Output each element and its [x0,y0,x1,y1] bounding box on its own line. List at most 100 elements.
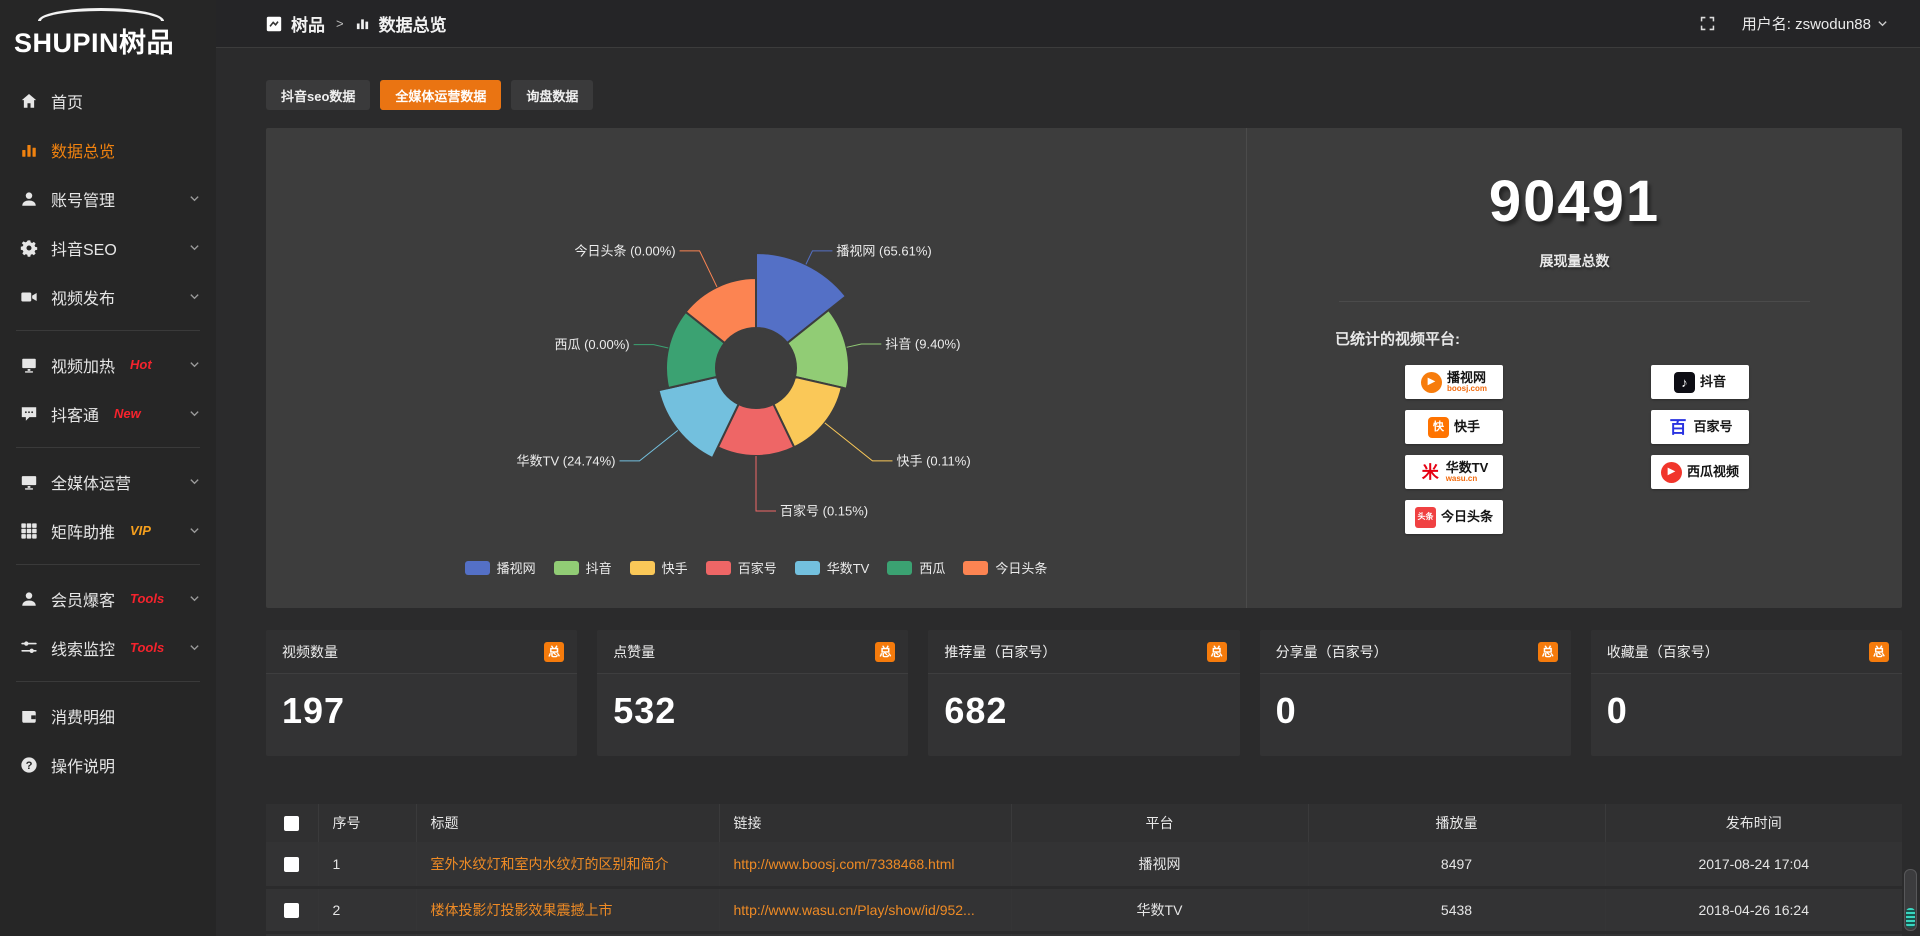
scrollbar-thumb[interactable] [1906,908,1915,928]
sidebar-item-15[interactable]: 消费明细 [0,691,216,740]
header-checkbox-cell [266,804,319,842]
legend-swatch [794,560,820,575]
sidebar-item-badge: New [114,406,141,421]
wallet-icon [20,707,38,725]
breadcrumb-root[interactable]: 树品 [291,16,325,35]
column-header-5: 发布时间 [1605,804,1902,842]
legend-item-3[interactable]: 百家号 [705,558,777,577]
cell-link[interactable]: http://www.boosj.com/7338468.html [719,842,1012,889]
breadcrumb-app-icon [266,16,282,31]
user-menu[interactable]: 用户名: zswodun88 [1742,13,1888,34]
brand-logo: SHUPIN树品 [0,0,216,64]
rose-pie-chart: 播视网 (65.61%) 抖音 (9.40%) 快手 (0.11%) 百家号 (0.1… [517,243,971,519]
pie-slice-4[interactable] [657,375,740,460]
breadcrumb: 树品 > 数据总览 [266,11,447,36]
sidebar-item-16[interactable]: ? 操作说明 [0,740,216,789]
column-header-0: 序号 [318,804,417,842]
sidebar-item-1[interactable]: 数据总览 [0,125,216,174]
stat-card-header: 收藏量（百家号） 总 [1590,630,1902,674]
wasu-logo-icon: 米 [1419,461,1441,483]
user-icon [20,190,38,208]
sidebar-item-6[interactable]: 视频加热 Hot [0,340,216,389]
grid-icon [20,522,38,540]
tab-0[interactable]: 抖音seo数据 [266,80,371,110]
chat-icon [20,405,38,423]
sidebar-item-12[interactable]: 会员爆客 Tools [0,574,216,623]
legend-item-2[interactable]: 快手 [629,558,688,577]
stat-card-4: 收藏量（百家号） 总 0 [1590,630,1902,756]
legend-item-6[interactable]: 今日头条 [963,558,1047,577]
user-icon [20,590,38,608]
platform-badge-toutiao: 头条 今日头条 [1405,500,1503,534]
scrollbar[interactable] [1904,869,1917,931]
sidebar-item-label: 视频发布 [51,290,116,308]
sidebar-item-label: 操作说明 [51,758,116,776]
gear-icon [20,239,38,257]
legend-item-5[interactable]: 西瓜 [887,558,945,577]
legend-item-0[interactable]: 播视网 [464,558,536,577]
total-badge: 总 [544,641,565,662]
sidebar-item-4[interactable]: 视频发布 [0,272,216,321]
platform-badge-baijia: 百百家号 [1651,410,1749,444]
sidebar-item-label: 消费明细 [51,709,116,727]
sidebar-item-2[interactable]: 账号管理 [0,174,216,223]
select-all-checkbox[interactable] [284,816,300,832]
cell-no: 2 [318,887,417,934]
stat-cards-row: 视频数量总 197 点赞量总 532 推荐量（百家号）总 682 分享量（百家号）总 0 收藏量… [266,630,1902,756]
platform-subtext: boosj.com [1446,383,1487,393]
stat-card-value: 0 [1606,690,1628,731]
svg-text:?: ? [26,759,33,771]
sidebar-item-10[interactable]: 矩阵助推 VIP [0,506,216,555]
platform-name: 华数TV [1445,459,1489,475]
sidebar-item-badge: Tools [130,591,165,606]
impressions-total-label: 展现量总数 [1539,253,1610,269]
sidebar-item-badge: Tools [130,640,165,655]
platform-badge-text: 西瓜视频 [1687,465,1739,479]
empty-cell [1011,932,1309,936]
sidebar-item-label: 抖客通 [51,407,100,425]
sidebar-item-label: 视频加热 [51,358,116,376]
stat-card-label: 点赞量 [613,643,656,660]
sidebar-item-label: 账号管理 [51,192,116,210]
tab-2[interactable]: 询盘数据 [511,80,594,110]
sidebar: SHUPIN树品 首页 数据总览账号管理抖音SEO 视频发布视频加热 Hot 抖客通 Ne… [0,0,216,936]
platform-name: 播视网 [1446,369,1486,385]
fullscreen-icon[interactable] [1699,15,1716,32]
cell-link[interactable]: http://www.wasu.cn/Play/show/id/952... [719,887,1012,934]
chevron-down-icon [189,359,200,370]
sidebar-item-13[interactable]: 线索监控 Tools [0,623,216,672]
bar-chart-icon [356,19,368,30]
legend-item-1[interactable]: 抖音 [553,558,612,577]
chevron-down-icon [189,476,200,487]
row-checkbox[interactable] [284,857,300,873]
pie-slice-1[interactable] [785,308,850,390]
chart-legend: 播视网 抖音 快手 百家号 华数TV 西瓜 今日头条 [266,558,1246,577]
boosj-logo-icon: ▶ [1420,371,1442,393]
video-icon [20,288,38,306]
row-checkbox[interactable] [284,902,300,918]
tab-1[interactable]: 全媒体运营数据 [380,80,502,110]
cell-title[interactable]: 室外水纹灯和室内水纹灯的区别和简介 [416,842,720,889]
empty-cell [719,932,1012,936]
pie-label-line-6 [679,250,718,288]
pie-label-3: 百家号 (0.15%) [780,504,868,519]
table-header-row: 序号 标题 链接 平台 播放量 发布时间 [266,804,1902,842]
sidebar-item-0[interactable]: 首页 [0,76,216,125]
stat-card-label: 分享量（百家号） [1275,643,1388,660]
legend-item-4[interactable]: 华数TV [794,558,869,577]
stat-card-2: 推荐量（百家号） 总 682 [928,630,1240,756]
breadcrumb-current: 数据总览 [378,16,447,35]
total-badge: 总 [1206,641,1227,662]
legend-label: 西瓜 [919,561,946,576]
sidebar-item-7[interactable]: 抖客通 New [0,389,216,438]
pie-slice-6[interactable] [684,276,757,345]
question-icon: ? [20,756,38,774]
sidebar-item-3[interactable]: 抖音SEO [0,223,216,272]
platform-badge-text: 百家号 [1693,420,1732,434]
sidebar-item-9[interactable]: 全媒体运营 [0,457,216,506]
empty-cell [416,932,720,936]
cell-title[interactable]: 楼体投影灯投影效果震撼上市 [416,887,720,934]
data-tabs: 抖音seo数据 全媒体运营数据 询盘数据 [266,80,1902,110]
baijiahao-logo-icon: 百 [1667,416,1689,438]
pie-slice-0[interactable] [755,251,848,345]
